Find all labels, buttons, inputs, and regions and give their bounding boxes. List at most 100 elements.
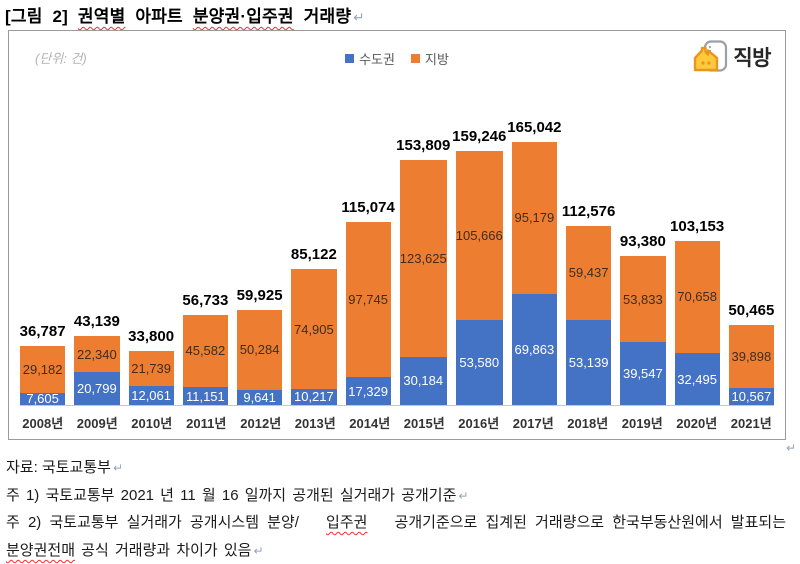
chart-eol-mark: ↵ bbox=[786, 441, 797, 455]
bar-segment-sudogwon-2021: 10,567 bbox=[728, 388, 774, 405]
bar-segment-sudogwon-2013: 10,217 bbox=[291, 388, 337, 405]
segment-label-sudogwon-2016: 53,580 bbox=[459, 354, 500, 370]
bar-segment-jibang-2017: 95,179 bbox=[511, 142, 557, 294]
x-axis-labels: 2008년 2009년 2010년 2011년 2012년 2013년 2014년 2015년… bbox=[20, 413, 774, 432]
footer-note1-text: 주 1) 국토교통부 2021 년 11 월 16 일까지 공개된 실거래가 공… bbox=[6, 487, 457, 504]
segment-label-jibang-2015: 123,625 bbox=[399, 250, 447, 266]
bar-segment-sudogwon-2010: 12,061 bbox=[128, 385, 174, 405]
segment-label-jibang-2014: 97,745 bbox=[348, 292, 388, 308]
total-label-2021: 50,465 bbox=[728, 301, 775, 319]
footer-source-text: 자료: 국토교통부 bbox=[6, 459, 111, 476]
chart-frame: (단위: 건) 수도권 지방 직방 36,787 29,182 7,605 43,139… bbox=[8, 30, 786, 440]
plain-text: 거래량 bbox=[293, 7, 352, 26]
bar-group-2019: 93,380 53,833 39,547 bbox=[619, 74, 666, 405]
spellcheck-underlined-text: 입주권 bbox=[326, 514, 368, 531]
legend-swatch-jibang bbox=[410, 54, 420, 63]
x-axis-label-2019: 2019년 bbox=[621, 416, 663, 431]
x-axis-label-2010: 2010년 bbox=[131, 416, 173, 431]
segment-label-sudogwon-2010: 12,061 bbox=[131, 387, 171, 403]
segment-label-jibang-2010: 21,739 bbox=[131, 360, 171, 376]
bar-segment-jibang-2020: 70,658 bbox=[674, 240, 720, 354]
x-axis-label-2009: 2009년 bbox=[76, 416, 118, 431]
bar-segment-sudogwon-2009: 20,799 bbox=[74, 371, 120, 405]
legend-label-sudogwon: 수도권 bbox=[359, 52, 395, 67]
segment-label-sudogwon-2008: 7,605 bbox=[26, 391, 59, 407]
segment-label-sudogwon-2014: 17,329 bbox=[348, 383, 388, 399]
bar-segment-jibang-2009: 22,340 bbox=[74, 336, 120, 372]
total-label-2010: 33,800 bbox=[128, 328, 175, 346]
total-label-2013: 85,122 bbox=[290, 246, 337, 264]
footer-note2-line2: 분양권전매 공식 거래량과 차이가 있음 ↵ bbox=[6, 539, 794, 560]
bar-segment-jibang-2021: 39,898 bbox=[728, 324, 774, 389]
spellcheck-underlined-text: 권역별 bbox=[77, 7, 126, 26]
bar-segment-jibang-2013: 74,905 bbox=[291, 269, 337, 389]
bar-group-2014: 115,074 97,745 17,329 bbox=[341, 74, 395, 405]
bar-group-2016: 159,246 105,666 53,580 bbox=[452, 74, 506, 405]
segment-label-sudogwon-2013: 10,217 bbox=[293, 389, 334, 405]
total-label-2017: 165,042 bbox=[507, 119, 562, 136]
segment-label-jibang-2012: 50,284 bbox=[239, 342, 280, 358]
bar-segment-sudogwon-2019: 39,547 bbox=[620, 341, 666, 405]
bar-segment-sudogwon-2011: 11,151 bbox=[182, 387, 228, 405]
footer-note2-line1: 주 2) 국토교통부 실거래가 공개시스템 분양/입주권 공개기준으로 집계된 … bbox=[6, 511, 786, 532]
note2-eol-mark: ↵ bbox=[253, 544, 264, 558]
x-axis-label-2008: 2008년 bbox=[22, 416, 64, 431]
note1-eol-mark: ↵ bbox=[458, 489, 469, 503]
segment-label-jibang-2017: 95,179 bbox=[514, 210, 555, 226]
zigbang-house-icon bbox=[694, 40, 728, 72]
x-axis-label-2014: 2014년 bbox=[349, 416, 391, 431]
spellcheck-underlined-text: 분양권전매 bbox=[6, 542, 76, 559]
segment-label-sudogwon-2019: 39,547 bbox=[622, 365, 663, 381]
bar-group-2015: 153,809 123,625 30,184 bbox=[396, 74, 450, 405]
legend-label-jibang: 지방 bbox=[424, 52, 449, 67]
legend: 수도권 지방 bbox=[9, 49, 785, 68]
footer-note1: 주 1) 국토교통부 2021 년 11 월 16 일까지 공개된 실거래가 공… bbox=[6, 484, 794, 505]
segment-label-sudogwon-2017: 69,863 bbox=[514, 341, 555, 357]
bar-segment-sudogwon-2008: 7,605 bbox=[20, 391, 66, 407]
x-axis-label-2013: 2013년 bbox=[294, 416, 336, 431]
total-label-2008: 36,787 bbox=[19, 323, 66, 341]
segment-label-jibang-2019: 53,833 bbox=[622, 291, 663, 307]
plain-text: 아파트 bbox=[125, 7, 193, 26]
bar-segment-sudogwon-2018: 53,139 bbox=[566, 320, 612, 405]
bar-group-2011: 56,733 45,582 11,151 bbox=[182, 74, 229, 405]
bar-group-2012: 59,925 50,284 9,641 bbox=[237, 74, 283, 405]
total-label-2019: 93,380 bbox=[619, 233, 666, 251]
segment-label-sudogwon-2015: 30,184 bbox=[403, 373, 444, 389]
segment-label-jibang-2018: 59,437 bbox=[568, 265, 609, 281]
segment-label-jibang-2021: 39,898 bbox=[731, 348, 772, 364]
bar-segment-jibang-2015: 123,625 bbox=[399, 159, 447, 357]
bar-segment-sudogwon-2020: 32,495 bbox=[674, 353, 720, 405]
bar-segment-sudogwon-2015: 30,184 bbox=[399, 356, 447, 405]
total-label-2009: 43,139 bbox=[73, 313, 120, 331]
bar-group-2018: 112,576 59,437 53,139 bbox=[562, 74, 615, 405]
bar-group-2008: 36,787 29,182 7,605 bbox=[19, 74, 66, 407]
segment-label-sudogwon-2011: 11,151 bbox=[185, 388, 225, 404]
bar-segment-sudogwon-2017: 69,863 bbox=[511, 293, 557, 405]
total-label-2020: 103,153 bbox=[670, 217, 725, 235]
total-label-2011: 56,733 bbox=[182, 291, 229, 309]
bar-segment-jibang-2019: 53,833 bbox=[620, 256, 666, 342]
footer-source: 자료: 국토교통부 ↵ bbox=[6, 456, 794, 477]
plain-text: 공개기준으로 집계된 거래량으로 한국부동산원에서 발표되는 bbox=[394, 514, 786, 531]
legend-swatch-sudogwon bbox=[345, 54, 355, 63]
segment-label-sudogwon-2020: 32,495 bbox=[677, 371, 717, 387]
page-title-text: [그림 2] 권역별 아파트 분양권·입주권 거래량 bbox=[5, 7, 351, 26]
plain-text: 주 2) 국토교통부 실거래가 공개시스템 분양/ bbox=[6, 514, 299, 531]
x-axis-label-2020: 2020년 bbox=[676, 416, 718, 431]
plain-text: 공식 거래량과 차이가 있음 bbox=[75, 542, 252, 559]
bar-segment-jibang-2016: 105,666 bbox=[455, 151, 503, 320]
plain-text: [그림 2] bbox=[5, 7, 78, 26]
zigbang-logo-text: 직방 bbox=[733, 46, 771, 70]
footer-note2-line2-text: 분양권전매 공식 거래량과 차이가 있음 bbox=[6, 542, 252, 559]
bar-segment-jibang-2010: 21,739 bbox=[128, 351, 174, 386]
x-axis-label-2018: 2018년 bbox=[567, 416, 609, 431]
segment-label-sudogwon-2018: 53,139 bbox=[568, 355, 609, 371]
x-axis-label-2017: 2017년 bbox=[512, 416, 554, 431]
bar-group-2021: 50,465 39,898 10,567 bbox=[728, 74, 775, 405]
segment-label-jibang-2011: 45,582 bbox=[185, 343, 226, 359]
segment-label-sudogwon-2012: 9,641 bbox=[243, 389, 276, 405]
bar-segment-sudogwon-2012: 9,641 bbox=[237, 389, 283, 405]
x-axis-label-2021: 2021년 bbox=[730, 416, 772, 431]
bars: 36,787 29,182 7,605 43,139 22,340 20,799 33,80… bbox=[19, 74, 775, 407]
